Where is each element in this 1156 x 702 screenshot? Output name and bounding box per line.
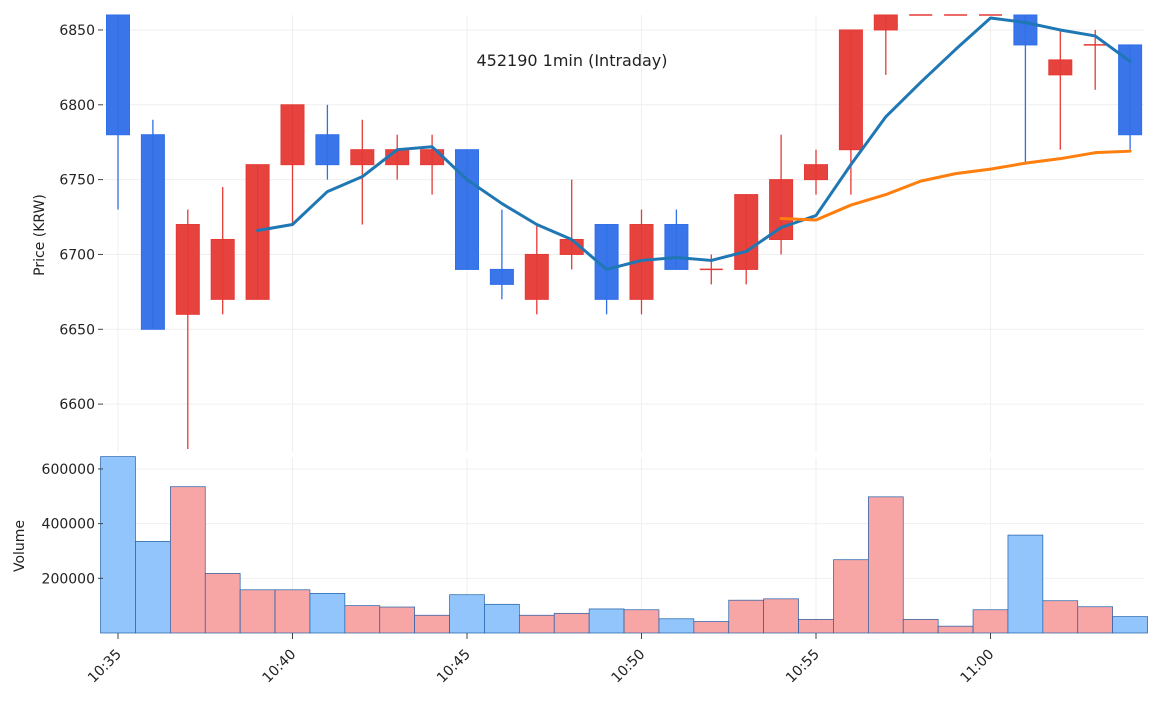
volume-bar [379, 606, 416, 634]
volume-bars [100, 456, 1148, 634]
volume-bar [170, 486, 206, 634]
x-tick-label: 11:00 [957, 647, 997, 687]
volume-tick-label: 400000 [42, 517, 95, 533]
price-axis-label: Price (KRW) [32, 194, 48, 276]
candle-body [1048, 59, 1073, 76]
candle-body [489, 268, 514, 285]
volume-bar [623, 609, 660, 634]
volume-bar [763, 598, 799, 634]
candle-body [524, 253, 549, 300]
candle-body [350, 149, 375, 166]
price-tick-label: 6600 [59, 397, 95, 413]
volume-bar [484, 603, 520, 634]
candle-body [769, 179, 794, 240]
volume-bar [100, 456, 136, 634]
x-tick-label: 10:45 [434, 647, 474, 687]
volume-tick-label: 200000 [42, 571, 95, 587]
volume-bar [902, 618, 939, 634]
volume-bar [274, 589, 311, 634]
x-tick-label: 10:50 [608, 647, 648, 687]
candle-body [594, 224, 619, 300]
volume-bar [728, 599, 765, 634]
price-tick-label: 6700 [59, 247, 95, 263]
x-tick-label: 10:55 [783, 647, 823, 687]
ma-line-ma20 [779, 149, 1132, 222]
candle-body [140, 134, 165, 330]
volume-bar [1042, 600, 1079, 634]
candle-body [420, 149, 445, 166]
candle-body [315, 134, 340, 166]
price-tick-label: 6750 [59, 173, 95, 189]
chart-title: 452190 1min (Intraday) [476, 51, 667, 70]
volume-bar [414, 614, 450, 634]
candle-body [804, 164, 828, 181]
volume-bar [798, 618, 834, 634]
volume-bar [867, 496, 904, 634]
candles [106, 14, 1143, 450]
candle-body [1118, 44, 1143, 136]
candle-body [873, 14, 898, 31]
volume-bar [1077, 606, 1114, 634]
volume-bar [518, 614, 555, 634]
volume-bar [1007, 534, 1044, 634]
ma-line-ma5 [256, 16, 1132, 271]
price-tick-label: 6850 [59, 23, 95, 39]
volume-bar [204, 573, 241, 634]
x-tick-label: 10:40 [259, 647, 299, 687]
volume-tick-label: 600000 [42, 462, 95, 478]
candle-body [838, 29, 863, 151]
moving-averages [256, 16, 1132, 271]
volume-bar [658, 618, 695, 634]
volume-bar [693, 621, 730, 634]
volume-bar [553, 612, 590, 634]
volume-bar [449, 594, 485, 634]
volume-axis-label: Volume [12, 520, 28, 572]
price-tick-label: 6800 [59, 98, 95, 114]
candle-body [280, 104, 305, 166]
volume-bar [135, 541, 171, 634]
candle-body [106, 14, 130, 136]
volume-bar [309, 593, 346, 634]
grid-layer [103, 15, 1144, 633]
price-tick-label: 6650 [59, 322, 95, 338]
volume-bar [833, 559, 869, 634]
volume-bar [972, 609, 1009, 634]
candle-body [210, 238, 235, 300]
candle-body [175, 224, 200, 315]
volume-bar [588, 608, 625, 634]
volume-bar [239, 589, 276, 634]
volume-bar [344, 605, 381, 634]
x-tick-label: 10:35 [85, 647, 125, 687]
candle-body [1013, 14, 1038, 46]
candle-body [664, 224, 689, 270]
volume-bar [1112, 616, 1148, 634]
candle-body [455, 149, 479, 270]
candle-body [734, 194, 759, 270]
volume-bar [937, 625, 974, 634]
